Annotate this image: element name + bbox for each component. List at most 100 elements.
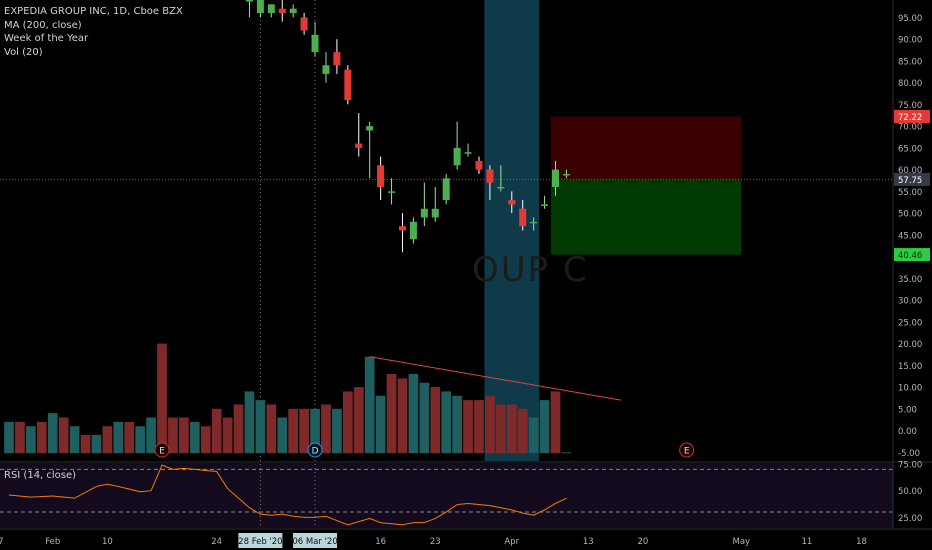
- legend-ma[interactable]: MA (200, close): [4, 19, 82, 31]
- volume-bar: [528, 417, 539, 454]
- volume-bar: [485, 395, 495, 454]
- candle: [497, 165, 505, 192]
- volume-bar: [58, 417, 69, 454]
- earnings-marker-label: E: [159, 447, 165, 457]
- volume-bar: [342, 391, 353, 454]
- candle-body: [344, 69, 352, 101]
- rsi-tick-label: 50.00: [898, 487, 922, 497]
- price-tick-label: 30.00: [898, 297, 922, 307]
- volume-bar: [310, 408, 320, 454]
- candle-body: [453, 147, 461, 166]
- volume-bar: [244, 391, 255, 454]
- price-tick-label: 10.00: [898, 384, 922, 394]
- candle-body: [552, 169, 559, 188]
- candle-body: [475, 160, 483, 170]
- volume-bar: [47, 413, 58, 454]
- price-tick-label: 95.00: [898, 14, 922, 24]
- time-tick-label: 20: [638, 537, 649, 547]
- risk-zone[interactable]: [551, 116, 742, 180]
- price-tick-label: -5.00: [898, 449, 920, 459]
- symbol-watermark: OUP C: [472, 250, 589, 290]
- candle-body: [388, 191, 396, 193]
- earnings-marker[interactable]: [154, 442, 170, 458]
- candle: [398, 213, 406, 253]
- time-tick-label: 16: [375, 537, 386, 547]
- time-tick-label: 18: [856, 537, 867, 547]
- time-tick-label: 24: [211, 537, 222, 547]
- volume-bar: [452, 395, 462, 454]
- candle-body: [289, 8, 297, 14]
- candle-body: [431, 208, 439, 218]
- candle: [355, 113, 363, 157]
- legend-vol[interactable]: Vol (20): [4, 46, 43, 58]
- rsi-pane: [0, 463, 893, 528]
- candle-body: [497, 187, 505, 189]
- trendline[interactable]: [369, 356, 622, 401]
- time-tick-label: Apr: [504, 537, 519, 547]
- candle-body: [311, 34, 319, 53]
- candle: [388, 178, 396, 205]
- price-tick-label: 80.00: [898, 79, 922, 89]
- time-highlight-label: 28 Feb '20: [238, 537, 282, 547]
- price-tick-label: 85.00: [898, 57, 922, 67]
- volume-bar: [157, 343, 167, 454]
- rsi-line[interactable]: [8, 464, 567, 526]
- volume-bar: [25, 426, 36, 454]
- time-highlight-badge[interactable]: [238, 533, 283, 548]
- legend-week[interactable]: Week of the Year: [4, 33, 89, 44]
- candle: [475, 156, 483, 174]
- volume-bar: [550, 391, 561, 454]
- symbol-title[interactable]: EXPEDIA GROUP INC, 1D, Cboe BZX: [4, 6, 183, 17]
- candle: [377, 156, 385, 201]
- candle-body: [267, 4, 275, 14]
- time-tick-label: 11: [801, 537, 812, 547]
- volume-bar: [222, 417, 233, 454]
- rsi-title[interactable]: RSI (14, close): [4, 470, 77, 481]
- candle-body: [355, 143, 363, 148]
- time-highlight-badge[interactable]: [293, 533, 338, 548]
- target-price-badge-text: 72.22: [898, 113, 922, 123]
- volume-bar: [266, 404, 277, 454]
- candle-body: [519, 208, 527, 227]
- candle: [508, 191, 516, 214]
- volume-bar: [146, 417, 156, 454]
- volume-bar: [386, 374, 397, 454]
- stop-price-badge-text: 40.46: [898, 251, 922, 261]
- price-tick-label: 75.00: [898, 101, 922, 111]
- rsi-tick-label: 75.00: [898, 461, 922, 471]
- candle: [366, 121, 374, 179]
- candle: [562, 169, 570, 179]
- candle: [453, 121, 461, 170]
- volume-bar: [211, 408, 222, 454]
- candle-body: [541, 204, 549, 206]
- candle-body: [464, 152, 472, 154]
- candle-body: [409, 221, 417, 240]
- volume-bar: [233, 404, 244, 454]
- candle-body: [278, 8, 286, 14]
- volume-bar: [91, 434, 102, 454]
- candle: [267, 4, 275, 18]
- price-tick-label: 90.00: [898, 36, 922, 46]
- target-price-badge[interactable]: [894, 109, 930, 123]
- candle: [322, 52, 330, 83]
- dividend-marker[interactable]: [307, 442, 323, 458]
- volume-bar: [364, 356, 375, 454]
- candle-body: [300, 17, 308, 31]
- volume-bar: [80, 434, 91, 454]
- time-tick-label: 27: [0, 537, 3, 547]
- volume-bar: [561, 452, 572, 454]
- candle-body: [245, 0, 253, 2]
- stop-price-badge[interactable]: [894, 248, 930, 262]
- earnings-marker[interactable]: [679, 442, 695, 458]
- candle-body: [256, 0, 264, 14]
- candle: [431, 187, 439, 222]
- reward-zone[interactable]: [551, 179, 742, 255]
- current-price-badge[interactable]: [894, 172, 930, 186]
- price-tick-label: 65.00: [898, 144, 922, 154]
- volume-bar: [332, 408, 342, 454]
- volume-bar: [69, 426, 80, 454]
- time-highlight-label: 06 Mar '20: [292, 537, 337, 547]
